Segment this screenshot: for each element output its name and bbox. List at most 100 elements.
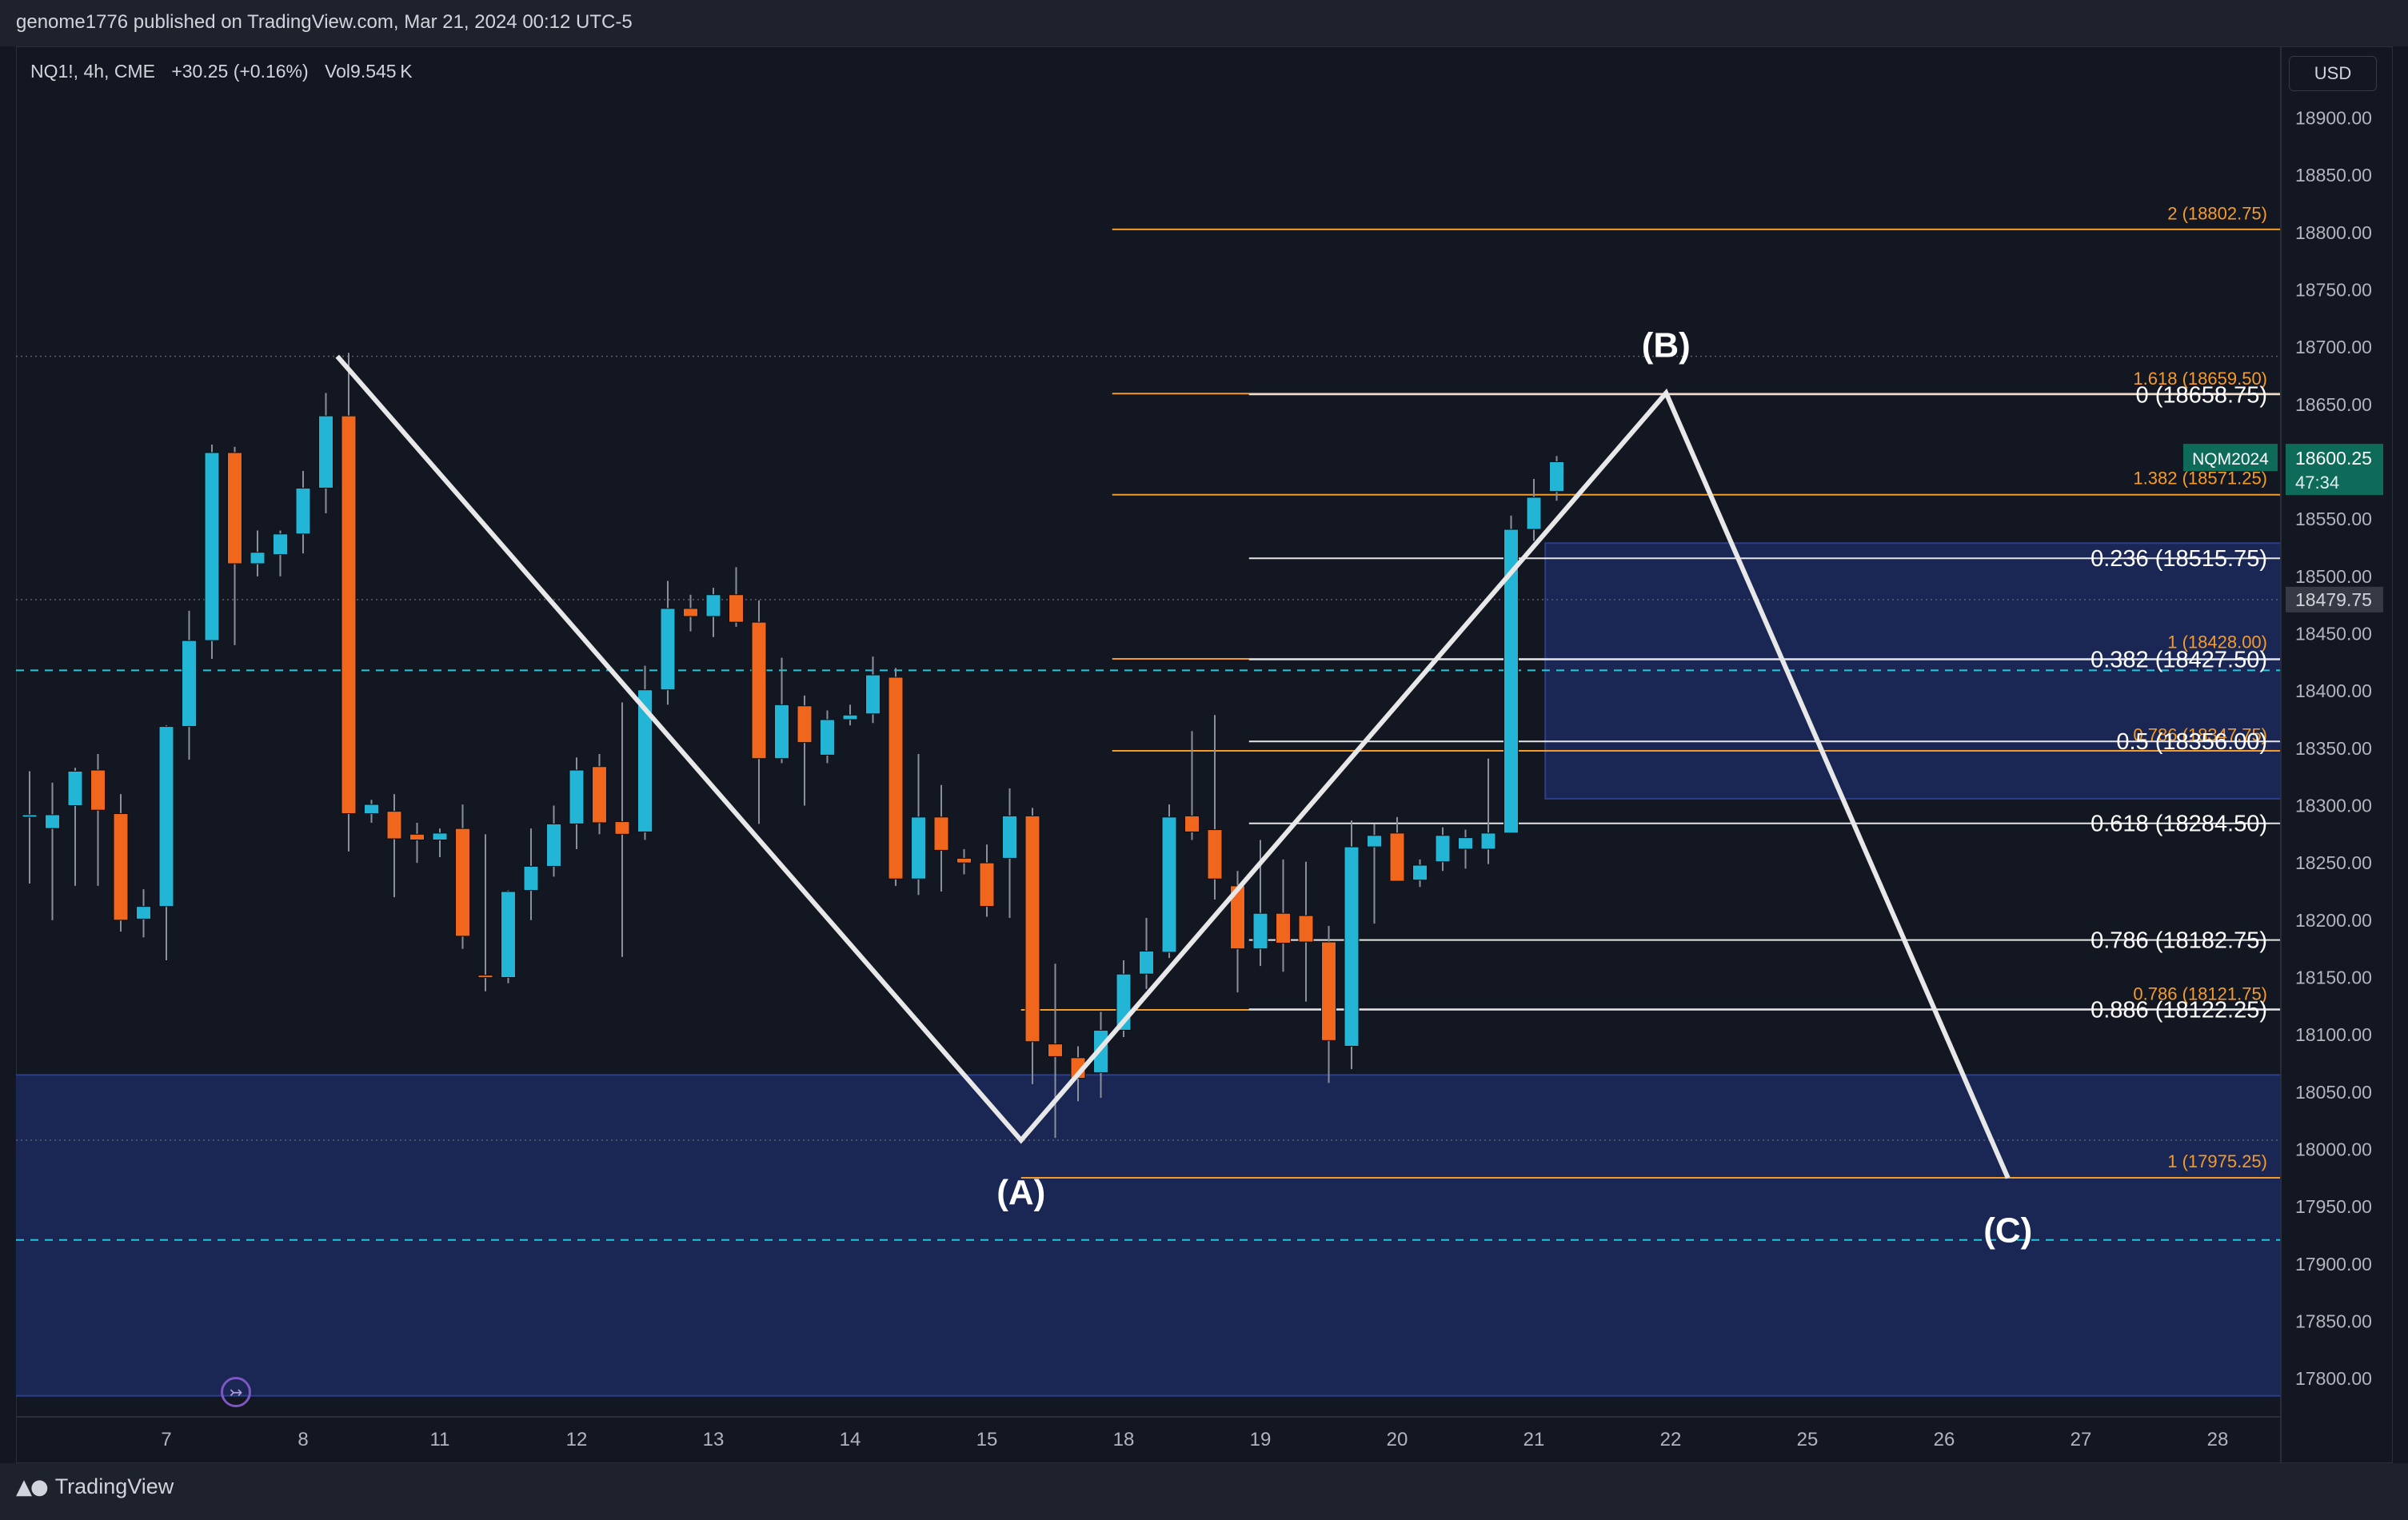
candle-body	[797, 705, 813, 744]
candle-body	[158, 726, 174, 908]
candle-body	[1002, 815, 1017, 859]
x-tick-label: 22	[1660, 1429, 1682, 1450]
footer-bar: ▲● TradingView	[0, 1463, 2408, 1520]
y-tick-label: 17800.00	[2295, 1368, 2372, 1389]
y-tick-label: 18250.00	[2295, 852, 2372, 873]
candle-body	[751, 621, 767, 760]
candle-body	[1549, 461, 1564, 493]
fib-ret-label-3: 0.5 (18356.00)	[2116, 729, 2267, 755]
candle-body	[569, 769, 585, 824]
candle-body	[273, 533, 288, 556]
fib-ext-label-0: 2 (18802.75)	[2167, 203, 2267, 223]
y-tick-label: 18850.00	[2295, 165, 2372, 186]
candle-body	[204, 452, 220, 641]
last-price-badge	[2286, 444, 2383, 496]
y-tick-label: 18700.00	[2295, 337, 2372, 357]
candle-body	[182, 640, 197, 728]
candle-body	[888, 676, 904, 880]
candle-body	[432, 832, 448, 841]
y-tick-label: 18550.00	[2295, 509, 2372, 529]
candle-body	[1139, 951, 1154, 975]
y-tick-label: 18300.00	[2295, 796, 2372, 816]
candle-body	[455, 828, 470, 937]
candle-body	[386, 811, 402, 840]
legend-symbol[interactable]: NQ1!, 4h, CME	[30, 61, 155, 82]
fib-ret-label-1: 0.236 (18515.75)	[2091, 546, 2267, 572]
candle-body	[364, 804, 379, 815]
candle-body	[865, 674, 881, 715]
y-tick-label: 18350.00	[2295, 738, 2372, 759]
candle-body	[979, 862, 995, 908]
candle-body	[22, 814, 38, 818]
y-tick-label: 17950.00	[2295, 1196, 2372, 1217]
candle-body	[637, 689, 653, 832]
fib-ret-label-4: 0.618 (18284.50)	[2091, 812, 2267, 837]
candle-body	[1161, 816, 1177, 953]
wave-label-A: (A)	[996, 1173, 1045, 1212]
x-tick-label: 20	[1387, 1429, 1408, 1450]
last-price-value: 18600.25	[2295, 448, 2372, 469]
candle-body	[911, 816, 926, 880]
fib-ext-label-3: 1 (18428.00)	[2167, 632, 2267, 652]
candle-body	[477, 975, 493, 979]
y-tick-label: 18100.00	[2295, 1024, 2372, 1045]
x-tick-label: 25	[1797, 1429, 1819, 1450]
fib-ret-label-0: 0 (18658.75)	[2136, 382, 2267, 408]
candle-body	[409, 833, 425, 841]
candle-body	[546, 823, 561, 867]
fib-ext-label-5: 0.786 (18121.75)	[2133, 984, 2267, 1004]
y-tick-label: 18400.00	[2295, 680, 2372, 701]
brand-logo[interactable]: ▲● TradingView	[16, 1474, 174, 1499]
y-tick-label: 18750.00	[2295, 279, 2372, 300]
candle-body	[842, 714, 858, 720]
x-tick-label: 14	[840, 1429, 861, 1450]
candle-body	[1458, 837, 1473, 850]
fib-ret-label-5: 0.786 (18182.75)	[2091, 928, 2267, 954]
fib-ext-label-2: 1.382 (18571.25)	[2133, 469, 2267, 489]
demand-zone-0	[1544, 542, 2281, 800]
publish-info: genome1776 published on TradingView.com,…	[16, 11, 633, 33]
candle-body	[614, 821, 630, 835]
candle-body	[683, 608, 698, 617]
candle-body	[1298, 915, 1314, 943]
currency-button[interactable]: USD	[2289, 56, 2377, 91]
y-tick-label: 18200.00	[2295, 910, 2372, 931]
y-tick-label: 18900.00	[2295, 107, 2372, 128]
plot-area: 2 (18802.75) 1.618 (18659.50) 1.382 (18571…	[16, 203, 2281, 1397]
candle-body	[1344, 846, 1360, 1047]
publish-header: genome1776 published on TradingView.com,…	[0, 0, 2408, 46]
candle-body	[67, 770, 83, 806]
candle-body	[1435, 835, 1451, 863]
candle-body	[1389, 832, 1405, 882]
x-tick-label: 21	[1523, 1429, 1545, 1450]
candle-body	[705, 594, 721, 617]
candle-body	[956, 857, 972, 864]
candle-body	[341, 415, 357, 815]
candle-body	[295, 487, 311, 535]
symbol-legend: NQ1!, 4h, CME +30.25 (+0.16%) Vol9.545 K	[30, 61, 424, 82]
y-tick-label: 18650.00	[2295, 394, 2372, 415]
candle-body	[1480, 832, 1496, 850]
last-price-symbol: NQM2024	[2192, 450, 2269, 469]
candle-body	[774, 704, 789, 760]
candle-body	[318, 415, 333, 489]
last-price-symbol-badge	[2183, 444, 2278, 472]
x-tick-label: 28	[2207, 1429, 2229, 1450]
x-tick-label: 7	[161, 1429, 171, 1450]
candle-body	[933, 816, 949, 851]
replay-arrow-icon[interactable]: ↣	[221, 1377, 251, 1407]
candle-body	[1048, 1043, 1063, 1057]
x-tick-label: 8	[298, 1429, 308, 1450]
y-tick-label: 18050.00	[2295, 1082, 2372, 1103]
candle-body	[1367, 835, 1382, 848]
candle-body	[501, 891, 516, 979]
legend-volume: Vol9.545 K	[325, 61, 413, 82]
candle-body	[1321, 941, 1336, 1041]
candle-body	[592, 766, 607, 824]
x-tick-label: 11	[430, 1429, 450, 1450]
wave-label-B: (B)	[1642, 326, 1691, 365]
legend-change: +30.25 (+0.16%)	[171, 61, 309, 82]
last-price-countdown: 47:34	[2295, 473, 2339, 493]
fib-ext-label-1: 1.618 (18659.50)	[2133, 369, 2267, 389]
